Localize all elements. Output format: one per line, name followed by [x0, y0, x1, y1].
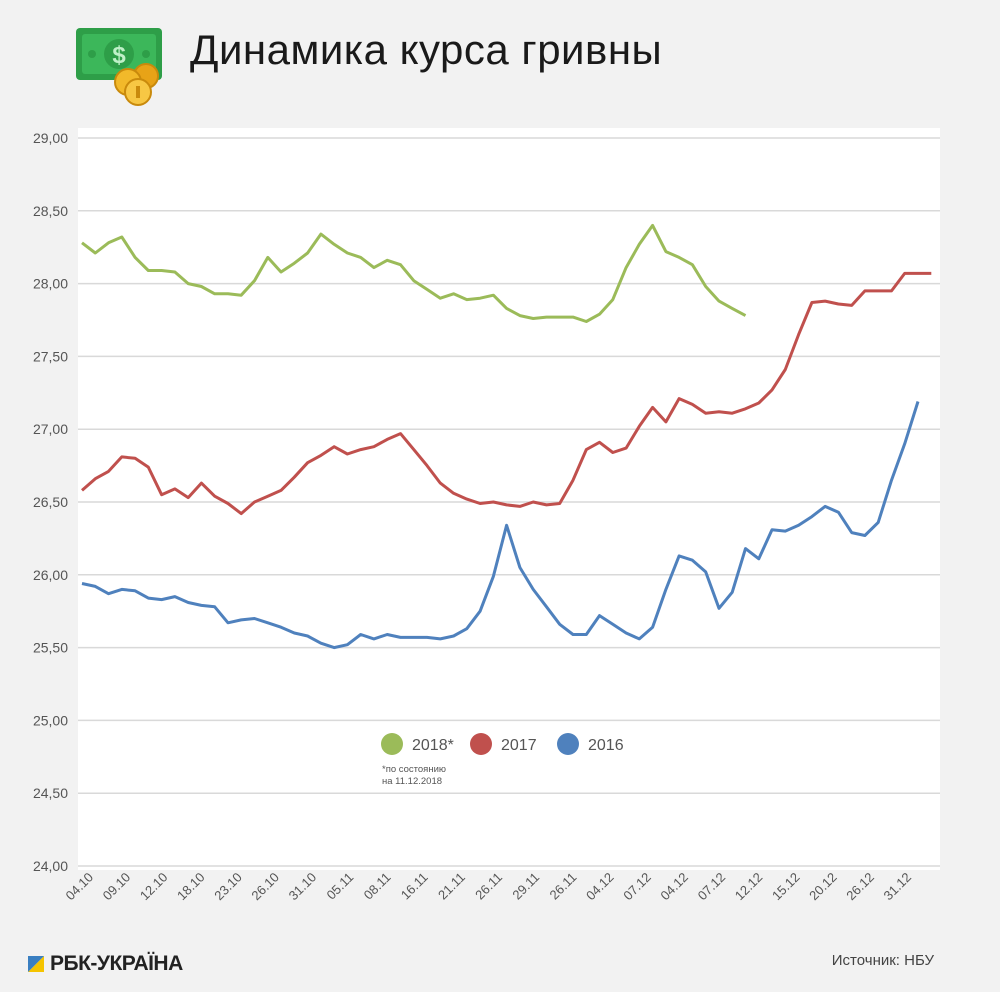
brand-logo: РБК-УКРАЇНА [28, 952, 183, 976]
y-tick-label: 26,00 [33, 567, 68, 583]
y-tick-label: 24,50 [33, 785, 68, 801]
x-tick-label: 18.10 [174, 870, 208, 904]
legend-note: на 11.12.2018 [382, 776, 442, 787]
source-note: Источник: НБУ [831, 952, 934, 969]
x-tick-label: 20.12 [806, 870, 840, 904]
x-tick-label: 12.12 [732, 870, 766, 904]
page-title: Динамика курса гривны [190, 26, 663, 73]
svg-text:$: $ [112, 42, 126, 69]
y-tick-label: 25,50 [33, 640, 68, 656]
x-tick-label: 15.12 [769, 870, 803, 904]
y-tick-label: 27,00 [33, 421, 68, 437]
x-tick-label: 04.12 [583, 870, 617, 904]
legend-label: 2016 [588, 737, 624, 754]
x-tick-label: 26.10 [248, 870, 282, 904]
y-tick-label: 28,50 [33, 203, 68, 219]
plot-area [78, 128, 940, 870]
legend-marker [381, 733, 403, 755]
brand-logo-icon [28, 956, 44, 972]
legend-note: *по состоянию [382, 764, 446, 775]
y-tick-label: 24,00 [33, 858, 68, 874]
y-tick-label: 29,00 [33, 130, 68, 146]
x-tick-label: 26.12 [843, 870, 877, 904]
series-line-2017 [81, 271, 932, 516]
legend-label: 2018* [412, 737, 454, 754]
x-tick-label: 08.11 [361, 870, 394, 903]
x-tick-label: 23.10 [211, 870, 245, 904]
x-tick-label: 26.11 [472, 870, 505, 903]
series-line-2016 [81, 401, 920, 650]
brand-name: РБК-УКРАЇНА [50, 952, 183, 975]
x-tick-label: 16.11 [398, 870, 431, 903]
legend-label: 2017 [501, 737, 537, 754]
y-tick-label: 28,00 [33, 276, 68, 292]
x-tick-label: 07.12 [620, 870, 654, 904]
x-tick-label: 31.10 [286, 870, 320, 904]
series-line-2018 [81, 223, 747, 323]
x-tick-label: 31.12 [881, 870, 915, 904]
line-chart: 24,00 24,50 25,00 25,50 26,00 26,50 27,00 27,50… [33, 128, 940, 904]
y-tick-label: 25,00 [33, 712, 68, 728]
x-tick-label: 07.12 [695, 870, 729, 904]
legend-marker [470, 733, 492, 755]
y-tick-label: 27,50 [33, 348, 68, 364]
x-tick-label: 05.11 [323, 870, 356, 903]
x-tick-label: 29.11 [509, 870, 542, 903]
y-tick-label: 26,50 [33, 494, 68, 510]
x-tick-label: 12.10 [137, 870, 171, 904]
x-tick-label: 04.12 [657, 870, 691, 904]
money-bill-coins-icon: $ [76, 28, 162, 106]
legend-marker [557, 733, 579, 755]
x-tick-label: 09.10 [100, 870, 134, 904]
x-tick-label: 04.10 [63, 870, 97, 904]
x-tick-label: 21.11 [435, 870, 468, 903]
x-tick-label: 26.11 [547, 870, 580, 903]
